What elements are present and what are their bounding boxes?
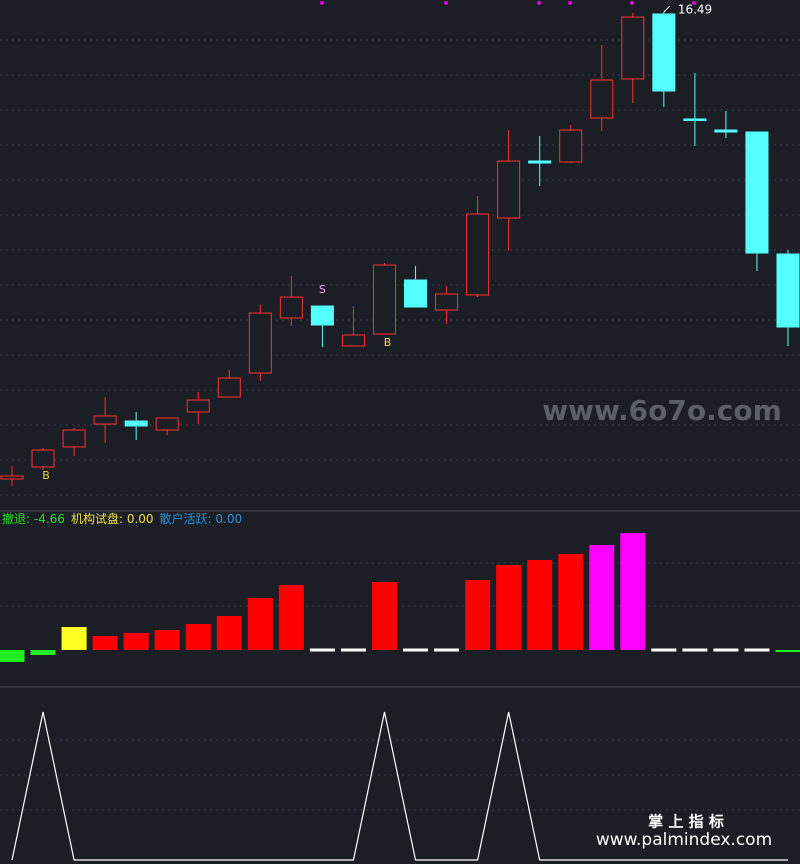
marker-dot (568, 1, 572, 5)
candle-body (372, 264, 396, 335)
candle-body (652, 13, 676, 92)
candle-body (186, 399, 210, 413)
bar (340, 648, 366, 652)
high-label: 16.49 (678, 3, 712, 17)
top-markers (320, 1, 696, 5)
bar (30, 650, 56, 655)
bar (0, 650, 25, 662)
signal-label: B (384, 336, 392, 349)
signal-label: B (42, 469, 50, 482)
marker-dot (444, 1, 448, 5)
watermark: www.palmindex.com (596, 830, 772, 850)
bar (775, 650, 800, 652)
marker-dot (692, 1, 696, 5)
bar (278, 585, 304, 650)
candle-body (559, 129, 583, 163)
candle-body (497, 160, 521, 219)
bar (92, 636, 118, 650)
bar (620, 533, 646, 650)
candle-body (776, 253, 800, 328)
candle-body (0, 475, 24, 480)
bar (651, 648, 677, 652)
legend-value: 0.00 (215, 512, 242, 526)
candle-body (155, 417, 179, 431)
candle-body (31, 449, 55, 468)
watermark: www.6o7o.com (542, 394, 782, 427)
bar (589, 545, 615, 650)
candle-body (745, 131, 769, 254)
bar (123, 633, 149, 650)
candle-body (248, 312, 272, 374)
candle-body (217, 377, 241, 398)
candle-body (528, 160, 552, 164)
bar (496, 565, 522, 650)
candle-body (435, 293, 459, 311)
candle-body (683, 118, 707, 121)
bar (154, 630, 180, 650)
bar (371, 582, 397, 650)
legend-entry: 撤退: -4.66 (2, 511, 65, 526)
legend-entry: 散户活跃: 0.00 (160, 511, 243, 526)
bar (682, 648, 708, 652)
candle-body (310, 305, 334, 326)
legend-label: 机构试盘: (71, 511, 123, 526)
bar (403, 648, 429, 652)
bar (309, 648, 335, 652)
legend-value: 0.00 (127, 512, 154, 526)
legend-entry: 机构试盘: 0.00 (71, 511, 154, 526)
bar (713, 648, 739, 652)
bar (216, 616, 242, 650)
candle-body (62, 429, 86, 448)
bar (434, 648, 460, 652)
candle-body (341, 334, 365, 347)
candle-body (466, 213, 490, 296)
candle-body (124, 420, 148, 427)
candle-body (621, 16, 645, 80)
candle-body (590, 79, 614, 119)
bar (465, 580, 491, 650)
bar (247, 598, 273, 650)
watermark: 掌 上 指 标 (648, 813, 724, 831)
legend-value: -4.66 (34, 512, 65, 526)
bar (527, 560, 553, 650)
marker-dot (320, 1, 324, 5)
candle-body (714, 129, 738, 133)
bar (558, 554, 584, 650)
marker-dot (537, 1, 541, 5)
legend-label: 撤退: (2, 511, 30, 526)
legend-label: 散户活跃: (160, 511, 212, 526)
candle-body (279, 296, 303, 319)
high-pointer (663, 5, 671, 13)
signal-line (11, 711, 788, 861)
bar (185, 624, 211, 650)
candle-body (404, 279, 428, 308)
bar (61, 627, 87, 650)
bar (744, 648, 770, 652)
candle-body (93, 415, 117, 425)
marker-dot (630, 1, 634, 5)
signal-label: S (319, 283, 326, 296)
